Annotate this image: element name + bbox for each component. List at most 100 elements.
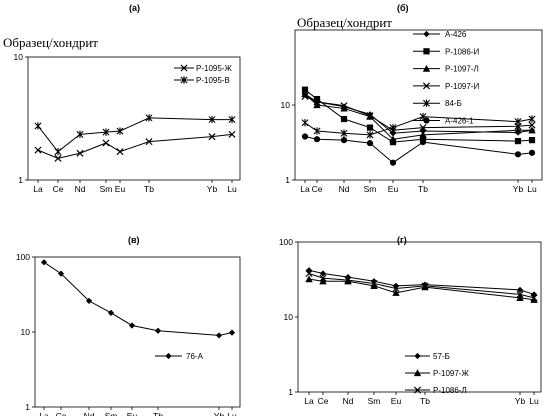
data-point	[102, 139, 110, 147]
data-point	[208, 115, 216, 124]
series	[40, 259, 236, 339]
data-point	[228, 115, 236, 124]
data-point	[301, 86, 309, 93]
y-axis-label: Образец/хондрит	[3, 35, 98, 50]
data-point	[340, 102, 348, 110]
data-point	[340, 129, 348, 137]
data-point	[116, 127, 124, 135]
panel-label: (а)	[129, 3, 140, 13]
chart-panel: (в) 1 10 100 La Ce Nd Sm Eu Tb Yb Lu 76-А	[16, 235, 241, 416]
series	[301, 86, 536, 146]
data-point	[313, 95, 321, 103]
series	[34, 114, 236, 156]
data-point	[340, 104, 348, 112]
data-point	[301, 119, 309, 127]
data-point	[228, 329, 236, 336]
chart-panel: (г) 1 10 100 La Ce Nd Sm Eu Tb Yb Lu 57-Б Р-1097-Ж Р-1…	[279, 235, 542, 406]
data-point	[340, 115, 348, 123]
legend-marker	[414, 352, 421, 360]
data-point	[516, 294, 524, 301]
legend-marker	[413, 369, 422, 377]
data-point	[530, 296, 538, 303]
x-tick-label: Sm	[105, 411, 118, 416]
series-line	[37, 133, 233, 159]
plot-frame	[34, 256, 241, 408]
panel-label: (г)	[397, 235, 407, 245]
x-tick-label: Lu	[529, 396, 539, 406]
legend-marker	[165, 352, 172, 360]
x-tick-label: Yb	[513, 184, 524, 194]
chart-panel: (а) Образец/хондрит 1 10 La Ce Nd Sm Eu Tb Yb Lu Р-1…	[3, 3, 241, 194]
data-point	[145, 114, 153, 122]
data-point	[34, 146, 42, 154]
data-point	[514, 138, 522, 145]
x-tick-label: Lu	[227, 411, 237, 416]
data-point	[366, 131, 374, 139]
data-point	[40, 259, 48, 266]
series-line	[43, 261, 233, 336]
data-point	[514, 151, 522, 158]
data-point	[305, 275, 313, 283]
series	[301, 92, 536, 134]
x-tick-label: Ce	[56, 411, 67, 416]
x-tick-label: La	[39, 411, 49, 416]
data-point	[313, 136, 321, 143]
series-line	[304, 89, 533, 143]
x-tick-label: Yb	[214, 411, 225, 416]
data-point	[419, 131, 427, 138]
data-point	[344, 276, 352, 284]
y-tick-label: 10	[14, 52, 24, 62]
data-point	[528, 115, 536, 123]
panel-label: (в)	[128, 235, 140, 245]
data-point	[419, 139, 427, 146]
x-tick-label: Nd	[343, 396, 354, 406]
legend-label: 57-Б	[433, 352, 450, 361]
data-point	[366, 140, 374, 147]
data-point	[389, 135, 397, 143]
legend-label: 76-А	[186, 352, 204, 361]
data-point	[514, 117, 522, 126]
data-point	[319, 277, 327, 285]
data-point	[208, 133, 216, 141]
x-tick-label: Sm	[100, 184, 113, 194]
panel-label: (б)	[397, 3, 409, 13]
data-point	[421, 282, 429, 290]
x-tick-label: Eu	[391, 396, 402, 406]
data-point	[102, 128, 110, 136]
series-line	[37, 117, 232, 153]
data-point	[228, 130, 236, 138]
x-tick-label: Tb	[418, 184, 428, 194]
data-point	[392, 284, 400, 293]
data-point	[107, 309, 115, 316]
data-point	[514, 126, 522, 134]
y-axis-label: Образец/хондрит	[297, 15, 392, 30]
legend-marker	[180, 76, 188, 84]
data-point	[419, 124, 427, 132]
data-point	[319, 274, 327, 282]
x-tick-label: Tb	[420, 396, 430, 406]
data-point	[389, 123, 397, 132]
x-tick-label: Ce	[53, 184, 64, 194]
data-point	[516, 290, 524, 298]
y-tick-label: 100	[16, 252, 30, 262]
data-point	[366, 112, 374, 120]
x-tick-label: Nd	[339, 184, 350, 194]
legend-label: 84-Б	[445, 99, 462, 108]
data-point	[301, 92, 309, 100]
data-point	[370, 282, 378, 289]
x-tick-label: Eu	[115, 184, 126, 194]
y-tick-label: 1	[288, 387, 293, 397]
y-tick-label: 10	[21, 327, 31, 337]
x-tick-label: Lu	[527, 184, 537, 194]
series-line	[308, 269, 535, 295]
legend-label: Р-1097-И	[445, 82, 479, 91]
x-tick-label: Yb	[207, 184, 218, 194]
series-line	[304, 93, 533, 134]
x-tick-label: Sm	[364, 184, 377, 194]
data-point	[116, 148, 124, 156]
series	[301, 133, 536, 166]
legend-marker	[422, 82, 431, 90]
data-point	[76, 149, 84, 157]
legend-label: Р-1095-В	[196, 76, 230, 85]
